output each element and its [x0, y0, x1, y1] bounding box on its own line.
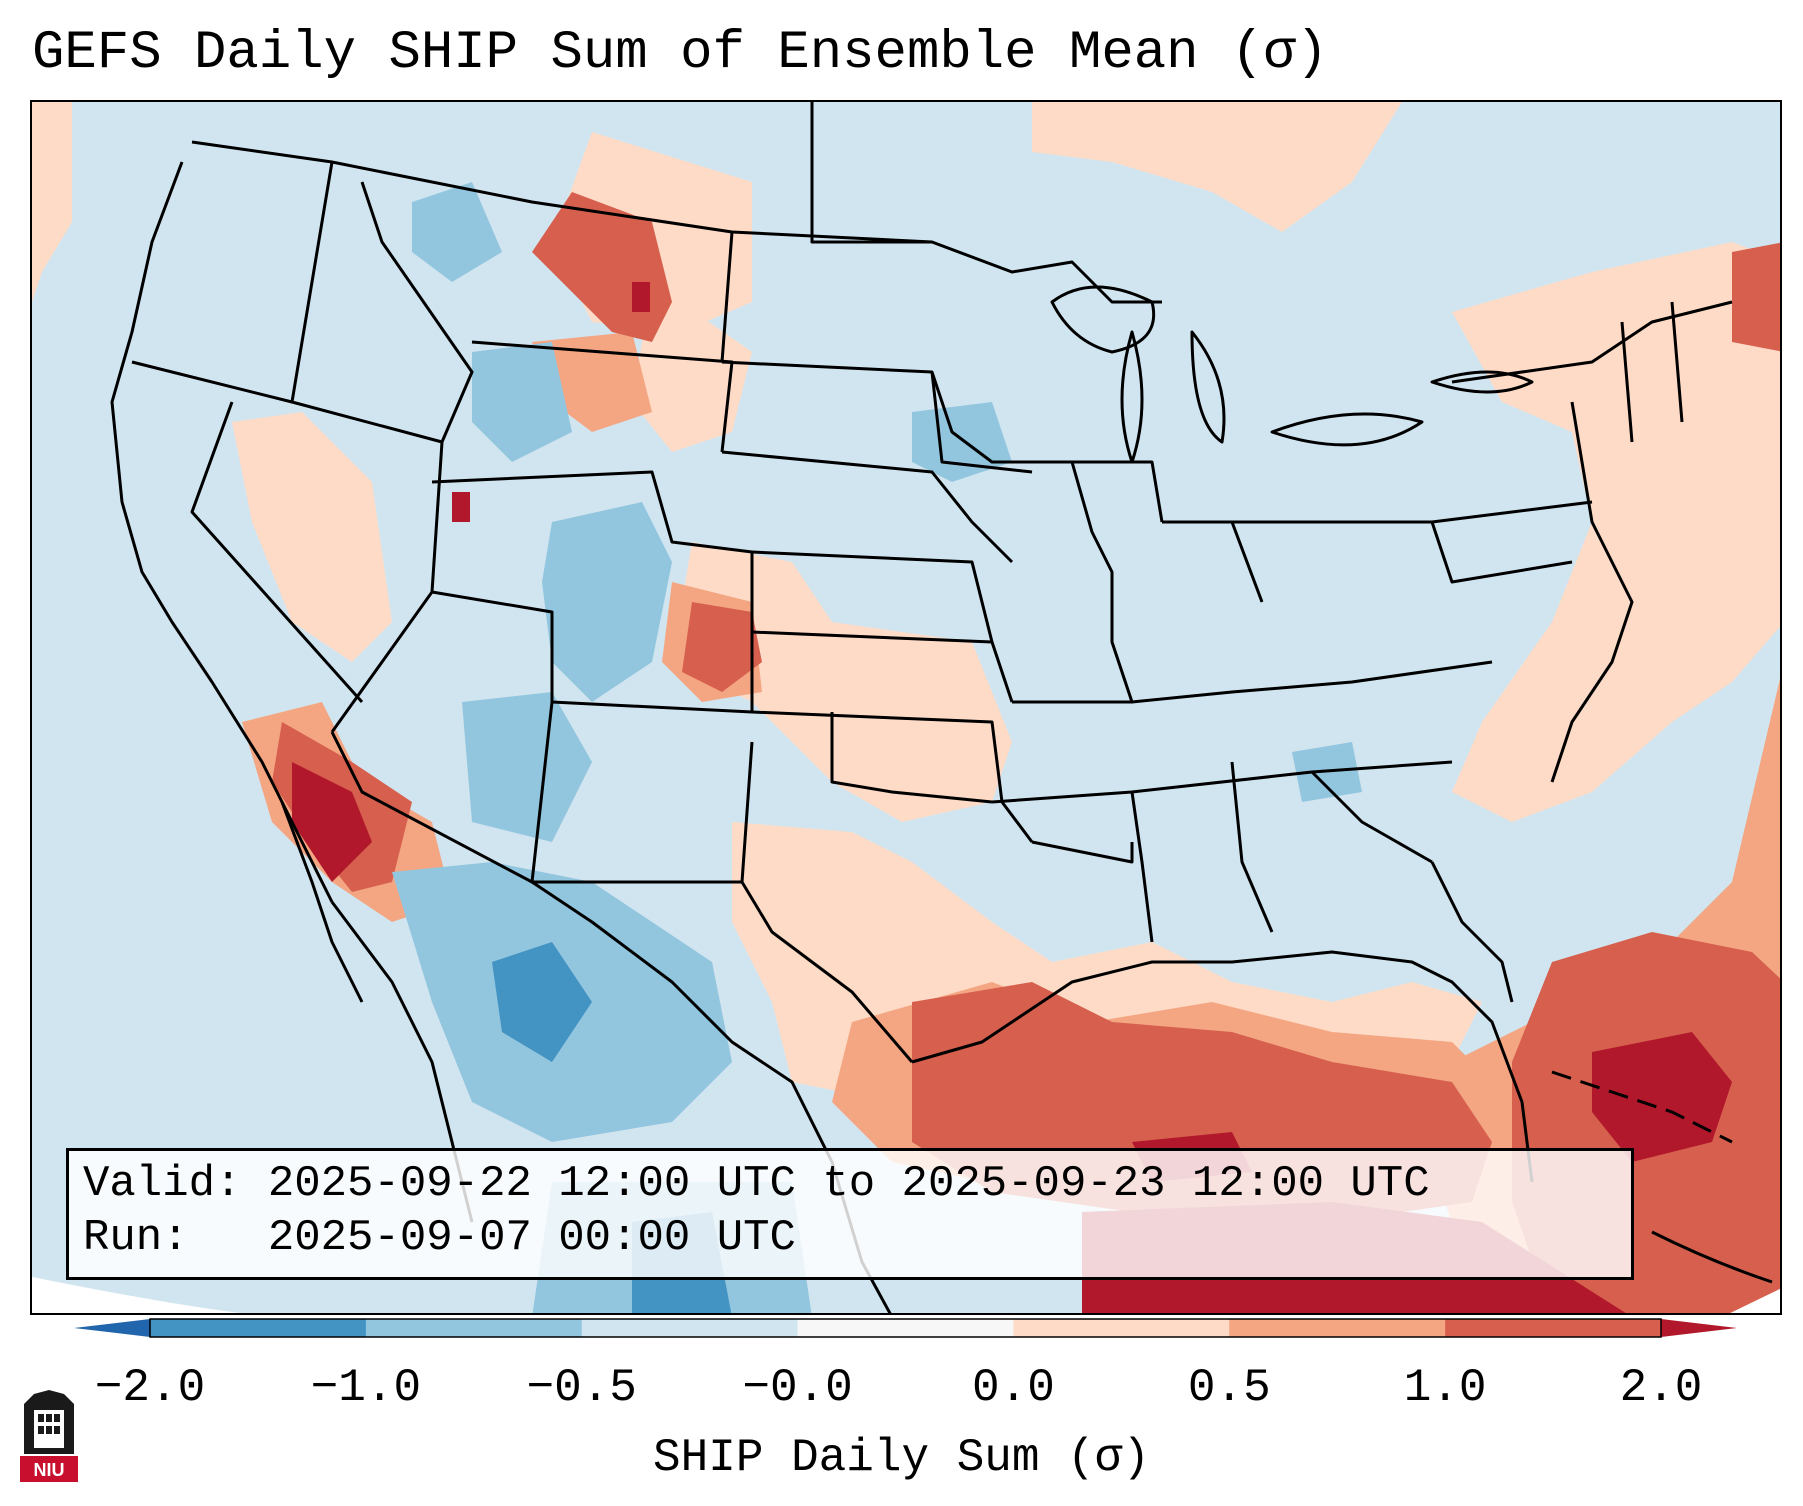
- colorbar-under-arrow: [74, 1319, 150, 1337]
- colorbar-segment: [1445, 1319, 1662, 1337]
- colorbar-label: SHIP Daily Sum (σ): [653, 1432, 1150, 1484]
- colorbar-segment: [581, 1319, 799, 1337]
- colorbar-tick-label: 0.5: [1187, 1362, 1271, 1414]
- colorbar-segment: [365, 1319, 583, 1337]
- colorbar-segment: [150, 1319, 367, 1337]
- colorbar-tick-label: −1.0: [310, 1362, 422, 1414]
- logo-text: NIU: [34, 1460, 65, 1480]
- map-panel: [30, 100, 1782, 1315]
- colorbar: [74, 1318, 1737, 1338]
- colorbar-tick-label: 0.0: [972, 1362, 1055, 1414]
- colorbar-over-arrow: [1661, 1319, 1737, 1337]
- run-time-text: Run: 2025-09-07 00:00 UTC: [83, 1213, 796, 1263]
- colorbar-tick-label: −2.0: [94, 1362, 206, 1414]
- us-state-boundaries-map: [32, 102, 1780, 1313]
- chart-title: GEFS Daily SHIP Sum of Ensemble Mean (σ): [32, 23, 1329, 84]
- colorbar-tick-label: −0.0: [742, 1362, 853, 1414]
- valid-time-text: Valid: 2025-09-22 12:00 UTC to 2025-09-2…: [83, 1159, 1430, 1209]
- colorbar-segment: [1229, 1319, 1446, 1337]
- colorbar-tick-label: −0.5: [526, 1362, 637, 1414]
- niu-university-logo: NIU: [20, 1390, 78, 1482]
- colorbar-tick-label: 2.0: [1619, 1362, 1703, 1414]
- anomaly-field: [32, 102, 1780, 1313]
- colorbar-segment: [797, 1319, 1014, 1337]
- valid-run-info-box: Valid: 2025-09-22 12:00 UTC to 2025-09-2…: [66, 1148, 1634, 1280]
- colorbar-segment: [1013, 1319, 1230, 1337]
- colorbar-tick-label: 1.0: [1403, 1362, 1487, 1414]
